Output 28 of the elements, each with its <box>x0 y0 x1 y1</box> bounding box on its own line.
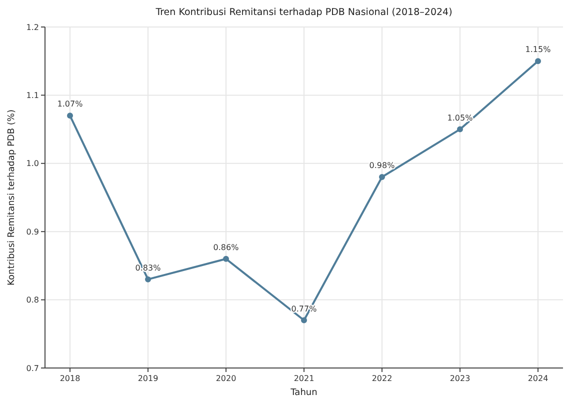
x-tick-label: 2020 <box>216 374 236 383</box>
point <box>457 126 463 132</box>
y-tick-label: 1.2 <box>26 22 39 32</box>
data-label: 1.05% <box>447 113 474 122</box>
data-label: 1.15% <box>525 45 552 54</box>
y-tick-label: 0.8 <box>26 296 39 305</box>
data-label: 0.86% <box>213 242 240 252</box>
point <box>301 317 307 324</box>
data-label: 0.98% <box>369 161 396 170</box>
y-axis-title: Kontribusi Remitansi terhadap PDB (%) <box>7 110 17 286</box>
x-tick-label: 2018 <box>60 374 80 383</box>
point <box>379 174 385 180</box>
x-tick-label: 2021 <box>294 374 314 383</box>
chart-title: Tren Kontribusi Remitansi terhadap PDB Nasional (2018–2024) <box>154 7 452 18</box>
y-tick-label: 0.9 <box>26 227 39 236</box>
y-tick-label: 0.7 <box>26 364 39 373</box>
point <box>145 276 151 282</box>
x-axis-title: Tahun <box>290 388 318 398</box>
y-tick-label: 1.0 <box>26 159 39 168</box>
x-tick-label: 2022 <box>372 374 392 383</box>
data-label: 1.07% <box>57 100 84 109</box>
x-tick-label: 2019 <box>138 374 158 383</box>
x-tick-label: 2024 <box>528 374 548 383</box>
y-tick-label: 1.1 <box>26 91 39 100</box>
point <box>223 256 229 262</box>
point <box>67 112 73 119</box>
point <box>535 58 541 64</box>
x-tick-label: 2023 <box>450 374 470 383</box>
